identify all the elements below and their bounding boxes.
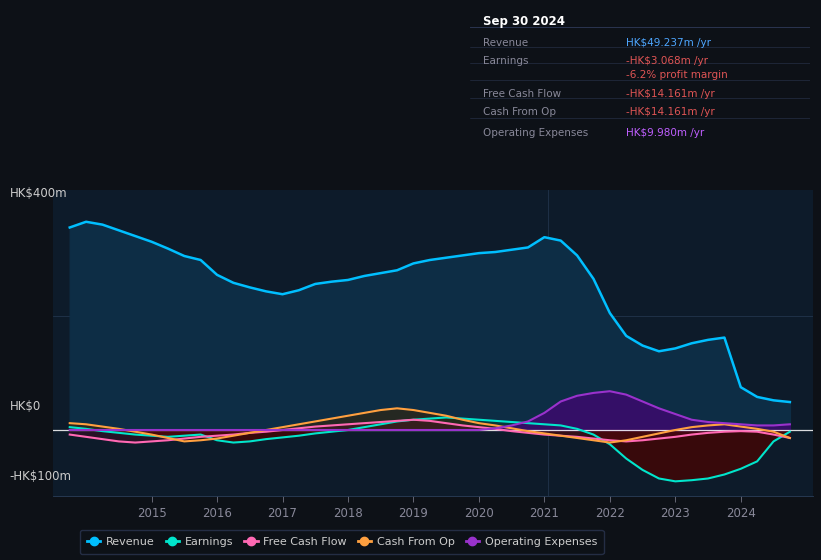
Text: -HK$14.161m /yr: -HK$14.161m /yr (626, 108, 715, 117)
Text: -HK$100m: -HK$100m (10, 469, 72, 483)
Text: Revenue: Revenue (484, 38, 529, 48)
Legend: Revenue, Earnings, Free Cash Flow, Cash From Op, Operating Expenses: Revenue, Earnings, Free Cash Flow, Cash … (80, 530, 603, 554)
Text: -HK$14.161m /yr: -HK$14.161m /yr (626, 88, 715, 99)
Text: HK$0: HK$0 (10, 399, 41, 413)
Text: -HK$3.068m /yr: -HK$3.068m /yr (626, 56, 709, 66)
Text: Sep 30 2024: Sep 30 2024 (484, 15, 565, 27)
Text: Free Cash Flow: Free Cash Flow (484, 88, 562, 99)
Text: Operating Expenses: Operating Expenses (484, 128, 589, 138)
Text: -6.2% profit margin: -6.2% profit margin (626, 70, 728, 80)
Text: Earnings: Earnings (484, 56, 529, 66)
Text: Cash From Op: Cash From Op (484, 108, 557, 117)
Text: HK$9.980m /yr: HK$9.980m /yr (626, 128, 704, 138)
Text: HK$49.237m /yr: HK$49.237m /yr (626, 38, 711, 48)
Text: HK$400m: HK$400m (10, 186, 67, 200)
